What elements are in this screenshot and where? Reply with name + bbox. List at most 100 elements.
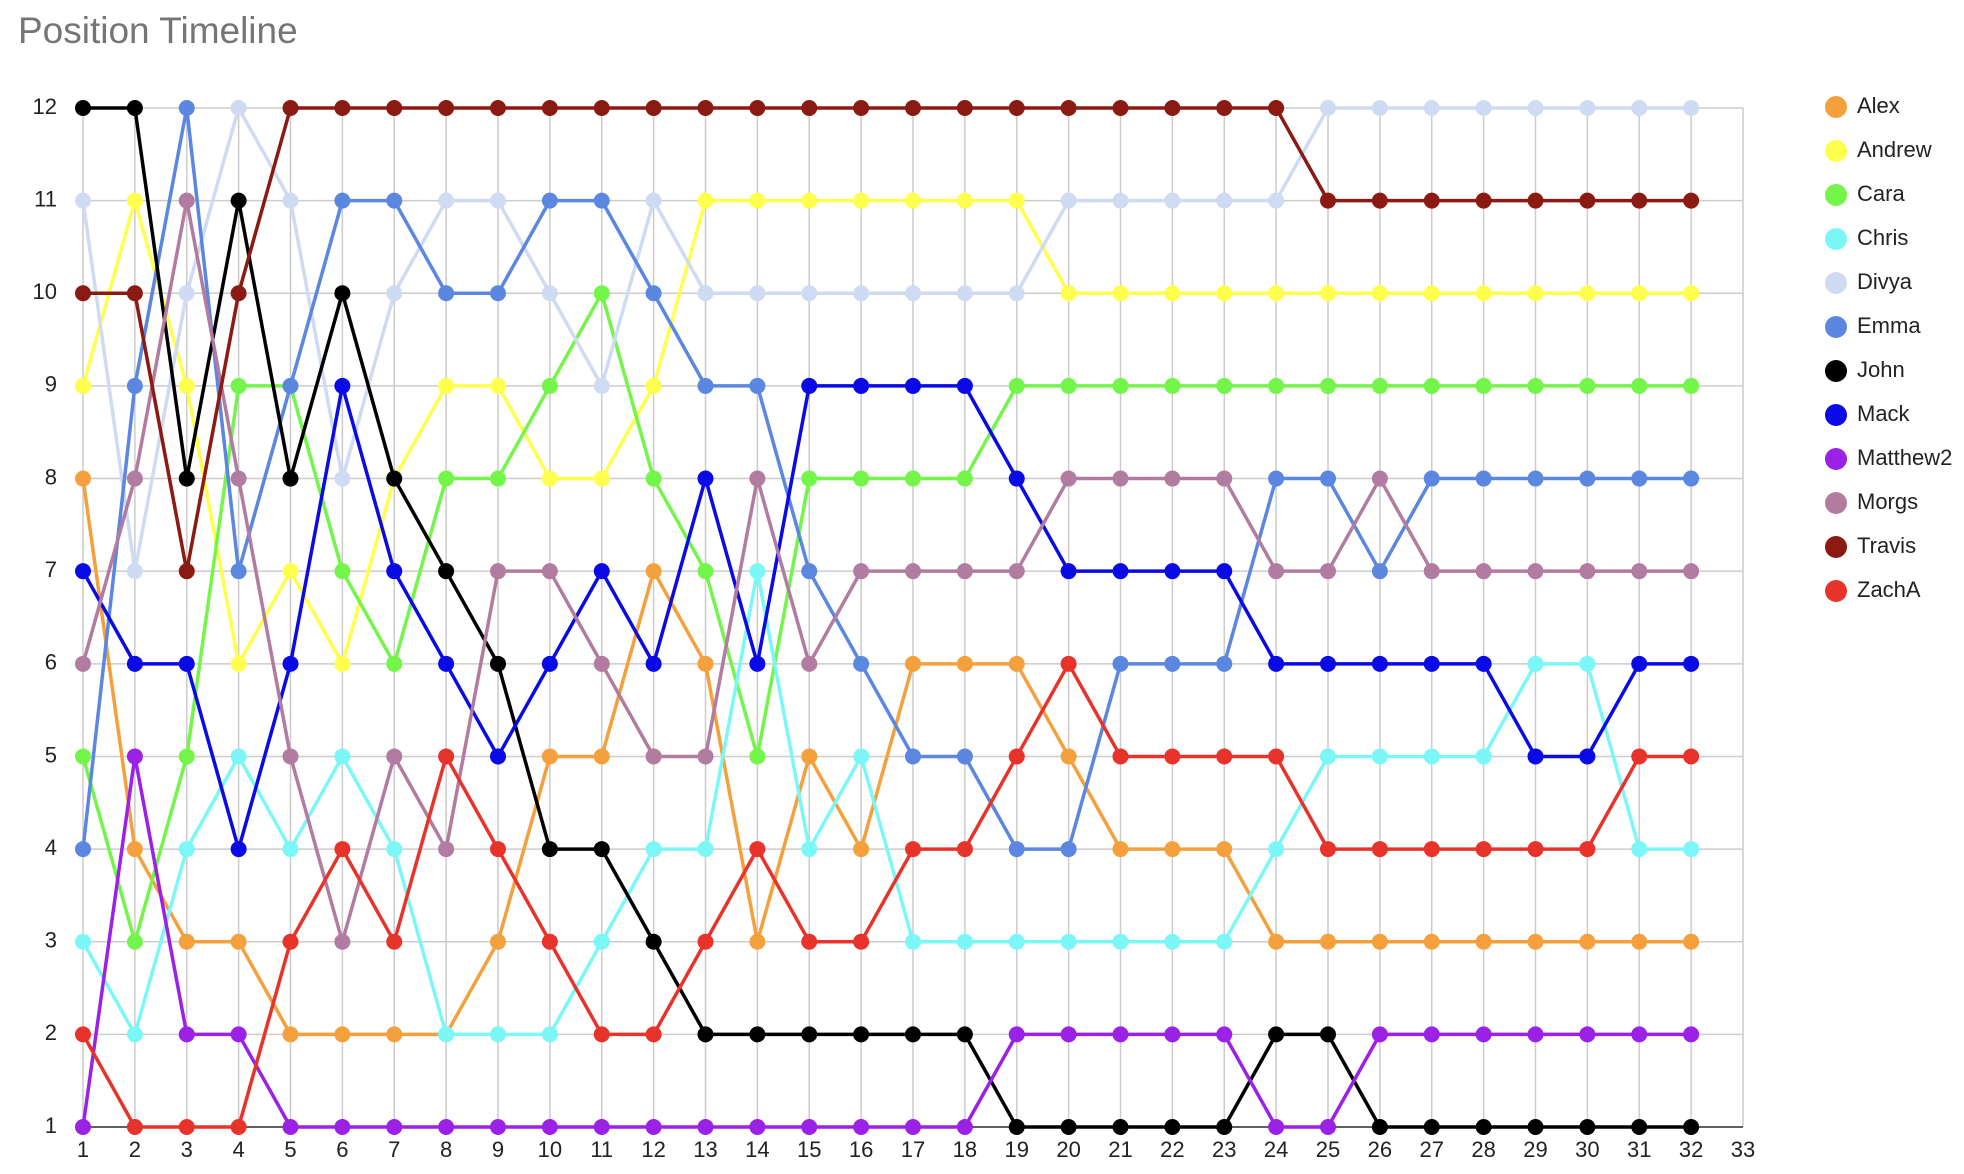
legend-marker [1825,360,1847,382]
point [490,285,506,302]
point [1579,933,1596,950]
point [1579,841,1596,858]
point [593,841,610,858]
point [1008,748,1025,765]
point [749,933,766,950]
x-tick-label: 27 [1420,1137,1444,1162]
point [1475,841,1492,858]
point [490,1119,506,1135]
point [1216,748,1233,765]
point [645,192,662,209]
point [126,933,143,950]
point [75,933,91,950]
point [1216,377,1233,394]
y-tick-label: 8 [45,464,57,489]
point [1475,933,1492,950]
point [126,377,143,394]
point [126,655,143,672]
point [853,285,870,302]
point [1060,1026,1077,1043]
point [853,192,870,209]
y-tick-label: 4 [45,835,57,860]
point [126,470,143,487]
point [1423,655,1440,672]
point [282,748,299,765]
point [1631,933,1648,950]
point [853,100,870,116]
point [1216,1026,1233,1043]
point [749,1119,766,1135]
point [178,100,195,116]
point [1320,563,1336,580]
point [905,933,921,950]
point [126,841,143,858]
legend-marker [1825,184,1847,206]
point [1475,1119,1492,1135]
series-line [81,756,1692,1129]
point [334,100,351,116]
point [1060,933,1077,950]
point [1423,192,1440,209]
point [1683,192,1700,209]
point [1008,192,1025,209]
point [178,563,195,580]
point [1527,1026,1544,1043]
point [1164,377,1181,394]
series-line [81,103,1692,572]
point [1268,377,1285,394]
point [386,1119,403,1135]
point [1216,192,1233,209]
point [956,1119,973,1135]
point [490,377,506,394]
point [1579,655,1596,672]
point [801,285,818,302]
point [645,377,662,394]
point [438,1026,455,1043]
legend-marker [1825,316,1847,338]
point [1475,377,1492,394]
point [697,748,714,765]
legend-marker [1825,580,1847,602]
point [1216,100,1233,116]
point [956,841,973,858]
point [956,933,973,950]
point [697,933,714,950]
point [1527,748,1544,765]
point [1268,100,1285,116]
point [749,100,766,116]
y-tick-label: 2 [45,1020,57,1045]
point [1579,192,1596,209]
series-line [81,200,1692,949]
point [334,285,351,302]
chart-title: Position Timeline [18,10,298,51]
point [334,655,351,672]
point [438,285,455,302]
point [178,655,195,672]
point [1112,748,1129,765]
x-tick-label: 6 [336,1137,348,1162]
point [1060,377,1077,394]
point [1631,1119,1648,1135]
point [697,841,714,858]
point [1008,1119,1025,1135]
point [1683,285,1700,302]
point [230,192,247,209]
point [1112,841,1129,858]
point [282,1026,299,1043]
point [1683,100,1700,116]
point [282,192,299,209]
point [75,470,91,487]
point [1683,933,1700,950]
point [75,655,91,672]
point [1112,655,1129,672]
point [1683,377,1700,394]
point [1631,377,1648,394]
point [853,748,870,765]
point [230,933,247,950]
point [1320,470,1336,487]
point [1527,563,1544,580]
point [801,377,818,394]
point [749,748,766,765]
point [1579,377,1596,394]
point [1527,1119,1544,1135]
